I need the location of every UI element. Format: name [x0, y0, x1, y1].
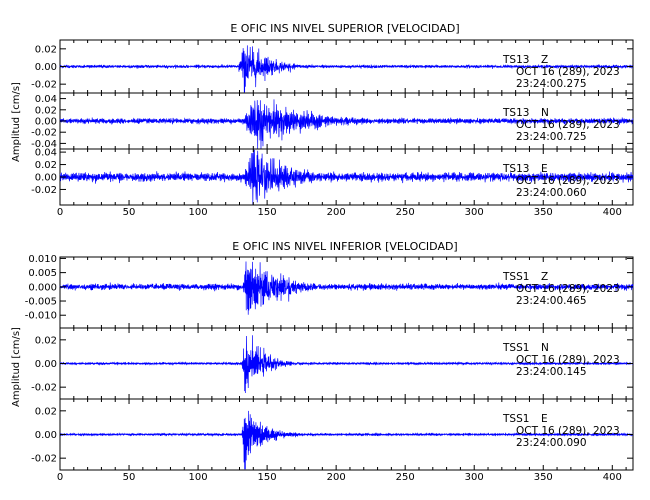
y-tick-label: -0.010 [25, 311, 57, 322]
y-tick-label: 0.02 [35, 105, 57, 116]
x-tick-label: 300 [465, 472, 484, 483]
waveform-line [59, 261, 634, 315]
record-date: OCT 16 (289), 2023 [516, 425, 620, 437]
upper-group-ylabel: Amplitud [cm/s] [11, 82, 22, 162]
x-tick-label: 50 [123, 207, 136, 218]
x-tick-label: 0 [57, 472, 63, 483]
record-date: OCT 16 (289), 2023 [516, 354, 620, 366]
y-tick-label: 0.02 [35, 406, 57, 417]
record-time: 23:24:00.090 [516, 437, 587, 449]
y-tick-label: -0.02 [31, 454, 57, 465]
x-tick-label: 150 [258, 207, 277, 218]
y-tick-label: 0.00 [35, 173, 57, 184]
station-code: TS13 [502, 107, 529, 119]
station-code: TS13 [502, 163, 529, 175]
lower-group-title: E OFIC INS NIVEL INFERIOR [VELOCIDAD] [232, 240, 457, 253]
station-code: TSS1 [502, 342, 529, 354]
record-time: 23:24:00.060 [516, 187, 587, 199]
record-date: OCT 16 (289), 2023 [516, 119, 620, 131]
station-code: TSS1 [502, 271, 529, 283]
y-tick-label: 0.02 [35, 335, 57, 346]
y-tick-label: -0.02 [31, 80, 57, 91]
y-tick-label: -0.02 [31, 185, 57, 196]
component-code: E [541, 163, 548, 175]
x-tick-label: 400 [603, 207, 622, 218]
y-tick-label: 0.005 [28, 268, 57, 279]
x-tick-label: 0 [57, 207, 63, 218]
x-tick-label: 100 [189, 472, 208, 483]
component-code: Z [541, 54, 548, 66]
waveform-line [59, 149, 634, 205]
record-date: OCT 16 (289), 2023 [516, 175, 620, 187]
x-tick-label: 300 [465, 207, 484, 218]
component-code: N [541, 342, 549, 354]
x-tick-label: 200 [327, 207, 346, 218]
y-tick-label: 0.00 [35, 359, 57, 370]
x-tick-label: 250 [396, 207, 415, 218]
y-tick-label: 0.04 [35, 94, 57, 105]
y-tick-label: 0.010 [28, 254, 57, 265]
y-tick-label: 0.02 [35, 44, 57, 55]
y-tick-label: 0.00 [35, 430, 57, 441]
y-tick-label: -0.005 [25, 297, 57, 308]
record-time: 23:24:00.145 [516, 366, 587, 378]
x-tick-label: 250 [396, 472, 415, 483]
station-code: TSS1 [502, 413, 529, 425]
record-time: 23:24:00.725 [516, 131, 587, 143]
record-time: 23:24:00.465 [516, 295, 587, 307]
station-code: TS13 [502, 54, 529, 66]
y-tick-label: 0.02 [35, 160, 57, 171]
component-code: E [541, 413, 548, 425]
component-code: Z [541, 271, 548, 283]
component-code: N [541, 107, 549, 119]
y-tick-label: -0.02 [31, 383, 57, 394]
record-time: 23:24:00.275 [516, 78, 587, 90]
y-tick-label: 0.00 [35, 117, 57, 128]
x-tick-label: 150 [258, 472, 277, 483]
waveform-line [59, 99, 634, 149]
x-tick-label: 100 [189, 207, 208, 218]
y-tick-label: -0.02 [31, 128, 57, 139]
record-date: OCT 16 (289), 2023 [516, 66, 620, 78]
x-tick-label: 400 [603, 472, 622, 483]
record-date: OCT 16 (289), 2023 [516, 283, 620, 295]
x-tick-label: 350 [534, 207, 553, 218]
x-tick-label: 350 [534, 472, 553, 483]
y-tick-label: 0.000 [28, 282, 57, 293]
y-tick-label: 0.00 [35, 62, 57, 73]
x-tick-label: 200 [327, 472, 346, 483]
y-tick-label: 0.04 [35, 148, 57, 159]
upper-group-title: E OFIC INS NIVEL SUPERIOR [VELOCIDAD] [230, 22, 459, 35]
lower-group-ylabel: Amplitud [cm/s] [11, 327, 22, 407]
waveform-line [59, 335, 634, 394]
waveform-line [59, 410, 634, 470]
waveform-line [59, 45, 634, 93]
x-tick-label: 50 [123, 472, 136, 483]
y-tick-label: -0.04 [31, 139, 57, 150]
